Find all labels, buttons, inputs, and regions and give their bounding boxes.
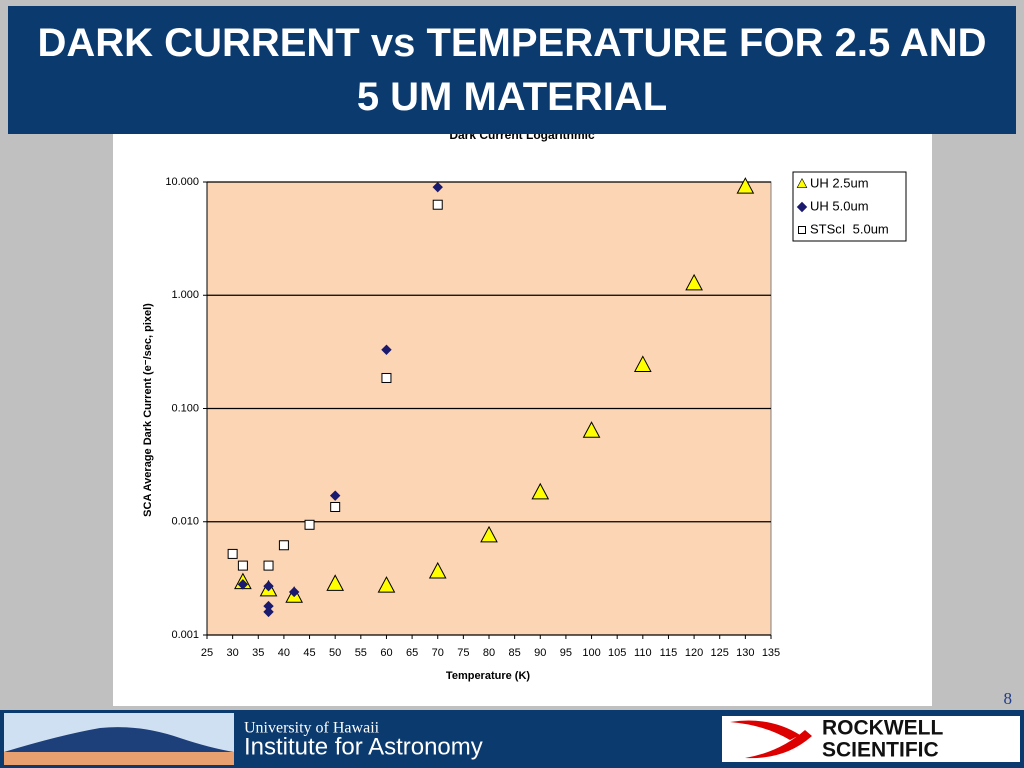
legend-marker	[796, 177, 808, 188]
x-tick-label: 85	[509, 647, 521, 659]
triangle-point	[428, 561, 447, 579]
square-point	[227, 548, 238, 559]
legend-label: UH 5.0um	[810, 198, 869, 213]
company-line2: SCIENTIFIC	[822, 739, 939, 762]
x-tick-label: 95	[560, 647, 572, 659]
x-tick-label: 25	[201, 647, 213, 659]
diamond-point	[237, 579, 249, 590]
x-tick-label: 90	[534, 647, 546, 659]
x-tick-label: 60	[380, 647, 392, 659]
y-tick-label: 0.010	[171, 516, 199, 528]
square-point	[330, 501, 341, 512]
x-tick-label: 40	[278, 647, 290, 659]
diamond-point	[329, 490, 341, 501]
y-axis-label: SCA Average Dark Current (e⁻/sec, pixel)	[142, 303, 154, 517]
x-tick-label: 100	[582, 647, 600, 659]
triangle-point	[531, 482, 550, 500]
x-tick-label: 120	[685, 647, 703, 659]
square-point	[304, 519, 315, 530]
footer-horizon	[4, 752, 234, 765]
triangle-point	[582, 421, 601, 438]
legend-marker	[796, 201, 808, 213]
square-point	[278, 540, 289, 551]
x-tick-label: 80	[483, 647, 495, 659]
slide-title: DARK CURRENT vs TEMPERATURE FOR 2.5 AND …	[8, 6, 1016, 134]
diamond-point	[381, 344, 392, 355]
triangle-point	[633, 355, 652, 372]
diamond-point	[288, 586, 300, 598]
legend-label: STScI 5.0um	[810, 221, 889, 236]
x-tick-label: 70	[432, 647, 444, 659]
x-tick-label: 110	[634, 647, 652, 659]
diamond-point	[263, 580, 274, 592]
x-tick-label: 130	[736, 647, 754, 659]
y-tick-label: 0.100	[171, 402, 199, 414]
y-tick-label: 0.001	[171, 629, 199, 641]
footer-university: University of Hawaii	[244, 720, 380, 737]
x-tick-label: 75	[457, 647, 469, 659]
triangle-point	[377, 576, 396, 593]
y-tick-label: 1.000	[171, 289, 199, 301]
x-tick-label: 65	[406, 647, 418, 659]
triangle-point	[326, 574, 345, 591]
x-tick-label: 55	[355, 647, 367, 659]
square-point	[263, 560, 274, 571]
x-tick-label: 115	[660, 647, 678, 659]
diamond-point	[263, 606, 274, 618]
company-line1: ROCKWELL	[822, 717, 943, 740]
legend	[792, 171, 907, 242]
x-tick-label: 125	[711, 647, 729, 659]
triangle-point	[685, 273, 703, 291]
square-point	[237, 560, 248, 571]
x-tick-label: 45	[303, 647, 315, 659]
x-tick-label: 35	[252, 647, 264, 659]
triangle-point	[480, 525, 498, 543]
x-tick-label: 105	[608, 647, 626, 659]
legend-label: UH 2.5um	[810, 175, 869, 190]
x-tick-label: 135	[762, 647, 780, 659]
x-tick-label: 30	[227, 647, 239, 659]
y-tick-label: 10.000	[165, 176, 199, 188]
x-axis-label: Temperature (K)	[446, 670, 530, 682]
page-number: 8	[1004, 689, 1013, 708]
triangle-point	[736, 177, 755, 194]
company-logo	[730, 720, 812, 759]
legend-marker	[798, 226, 806, 234]
x-tick-label: 50	[329, 647, 341, 659]
square-point	[432, 199, 443, 210]
diamond-point	[432, 181, 443, 193]
footer-institute: Institute for Astronomy	[244, 733, 483, 760]
square-point	[381, 372, 392, 383]
